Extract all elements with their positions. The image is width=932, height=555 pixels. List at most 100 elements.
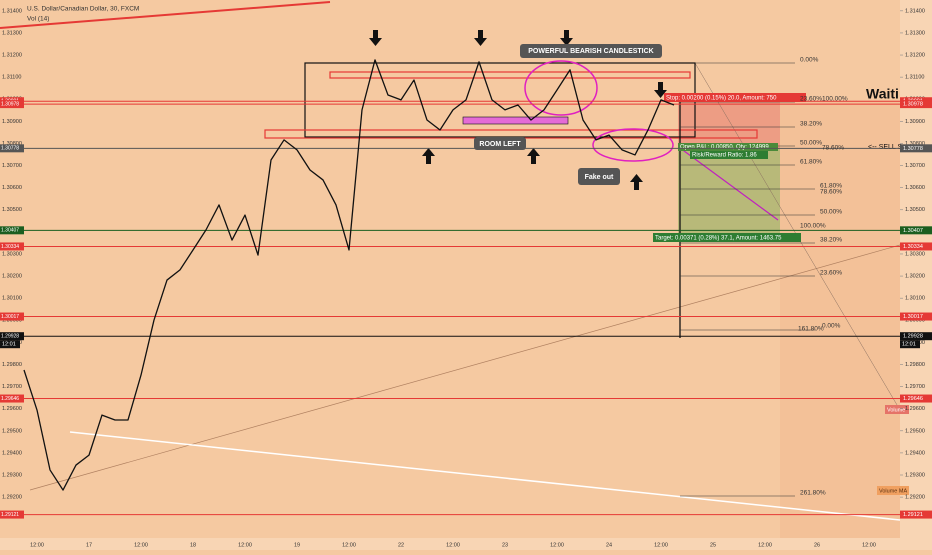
y-tick-label: 1.31200 — [905, 52, 925, 58]
y-tick-label: 1.31100 — [2, 75, 21, 81]
x-tick-label: 12:00 — [446, 542, 460, 548]
y-tick-label: 1.29300 — [2, 472, 22, 478]
y-tick-label: 1.30600 — [905, 185, 925, 191]
rr-label — [690, 151, 768, 159]
highlight — [592, 128, 674, 162]
y-tick-label: 1.31200 — [2, 52, 22, 58]
y-tick-label: 1.29500 — [2, 428, 22, 434]
chart-subtitle: Vol (14) — [27, 16, 49, 23]
level-tag-text: 1.29121 — [1, 512, 19, 518]
trend-line — [0, 1, 331, 29]
y-tick-label: 1.30000 — [2, 318, 22, 324]
highlight — [524, 60, 598, 116]
level-tag — [900, 332, 932, 341]
y-tick-label: 1.30500 — [905, 207, 925, 213]
y-tick-label: 1.29500 — [905, 428, 925, 434]
level-tag-text: 1.30334 — [1, 244, 19, 250]
target-zone — [678, 148, 780, 233]
x-tick-label: 12:00 — [758, 542, 772, 548]
callout-text: Fake out — [585, 174, 614, 181]
y-tick-label: 1.30100 — [2, 296, 22, 302]
callout — [578, 168, 620, 185]
level-tag-text: 1.30017 — [903, 314, 923, 320]
level-tag-text: 1.30407 — [903, 228, 923, 234]
time-tag — [0, 340, 20, 349]
y-tick-label: 1.30500 — [2, 207, 22, 213]
resistance-zone — [329, 71, 691, 79]
fib-label: 61.80% — [800, 159, 822, 166]
stop-zone — [678, 101, 780, 148]
y-tick-label: 1.30700 — [905, 163, 925, 169]
level-tag — [0, 394, 24, 403]
fib-label: 78.60% — [822, 145, 844, 152]
y-tick-label: 1.31300 — [2, 30, 22, 36]
y-tick-label: 1.31300 — [905, 30, 925, 36]
level-tag — [0, 312, 24, 321]
y-tick-label: 1.30000 — [905, 318, 925, 324]
pnl-label — [678, 143, 778, 151]
level-tag-text: 1.30778 — [903, 146, 923, 152]
level-tag-text: 1.30978 — [1, 101, 19, 107]
level-tag-text: 1.30978 — [903, 102, 923, 108]
sell-text: <-- SELL S — [868, 144, 903, 151]
y-tick-label: 1.31100 — [905, 75, 924, 81]
level-tag-text: 1.30017 — [1, 314, 19, 320]
y-tick-label: 1.30300 — [2, 251, 22, 257]
level-tag-text: 1.30334 — [903, 244, 923, 250]
x-tick-label: 12:00 — [862, 542, 876, 548]
callout — [474, 137, 526, 150]
projection-zone — [780, 101, 900, 538]
arrows — [369, 30, 667, 190]
y-tick-label: 1.30800 — [2, 141, 22, 147]
fib-label: 0.00% — [822, 323, 841, 330]
x-tick-label: 23 — [502, 542, 508, 548]
fib-label: 78.60% — [820, 189, 842, 196]
fib-label: 100.00% — [800, 223, 826, 230]
x-tick-label: 25 — [710, 542, 716, 548]
time-axis — [0, 538, 900, 550]
callout-text: POWERFUL BEARISH CANDLESTICK — [528, 48, 653, 55]
y-tick-label: 1.29200 — [905, 495, 925, 501]
y-tick-label: 1.30900 — [905, 119, 925, 125]
x-tick-label: 12:00 — [134, 542, 148, 548]
stop-text: Stop: 0.00200 (0.15%) 20.0, Amount: 750 — [666, 96, 777, 102]
y-tick-label: 1.29800 — [905, 362, 925, 368]
y-tick-label: 1.31400 — [905, 8, 925, 14]
level-tag — [0, 100, 24, 109]
y-tick-label: 1.29300 — [905, 472, 925, 478]
x-tick-label: 19 — [294, 542, 300, 548]
waiting-text: Waiti — [866, 86, 899, 102]
x-tick-label: 12:00 — [550, 542, 564, 548]
x-tick-label: 12:00 — [654, 542, 668, 548]
volume-label — [885, 405, 909, 414]
y-tick-label: 1.29600 — [2, 406, 22, 412]
level-tag — [0, 242, 24, 251]
y-tick-label: 1.29400 — [905, 450, 925, 456]
callout — [520, 44, 662, 58]
y-tick-label: 1.29700 — [2, 384, 22, 390]
fib-label: 0.00% — [800, 57, 819, 64]
level-tag-text: 1.29928 — [1, 334, 19, 340]
y-tick-label: 1.30600 — [2, 185, 22, 191]
level-tag-text: 1.29646 — [903, 396, 923, 402]
fib-label: 23.60% — [820, 270, 842, 277]
fib-label: 50.00% — [800, 140, 822, 147]
volume-ma-label — [877, 486, 909, 495]
target-label — [653, 233, 801, 242]
level-tag — [0, 510, 24, 519]
price-line — [23, 59, 675, 491]
volume-ma-text: Volume MA — [879, 488, 907, 494]
x-tick-label: 12:00 — [30, 542, 44, 548]
fib-label: 38.20% — [800, 121, 822, 128]
time-tag-text: 12:01 — [902, 342, 916, 348]
x-tick-label: 26 — [814, 542, 820, 548]
level-tag — [0, 226, 24, 235]
level-tag — [900, 226, 932, 235]
price-axis — [900, 0, 932, 550]
level-tag-text: 1.30407 — [1, 228, 19, 234]
y-tick-label: 1.30700 — [2, 163, 22, 169]
level-tag — [900, 100, 932, 109]
level-tag — [900, 510, 932, 519]
